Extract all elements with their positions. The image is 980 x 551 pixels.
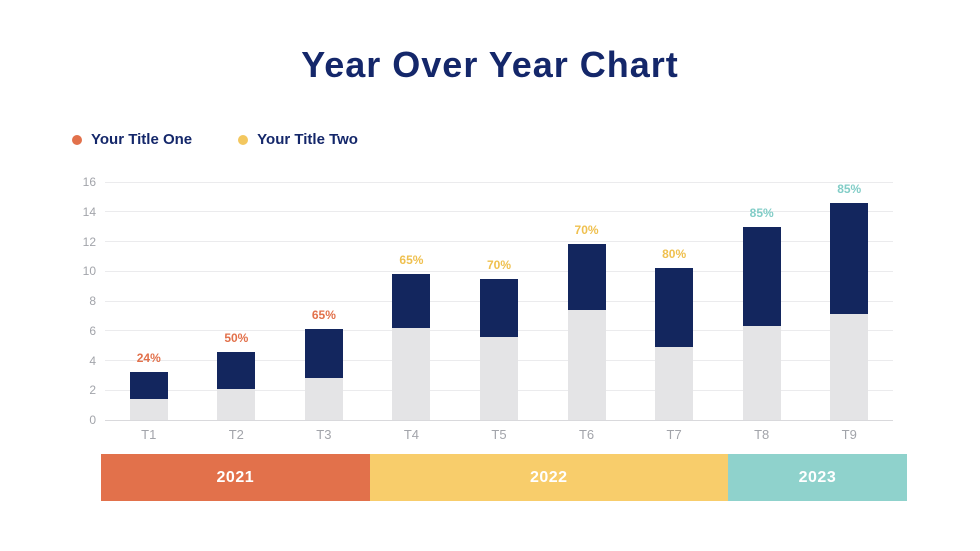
chart-title: Year Over Year Chart xyxy=(301,44,679,85)
y-axis-label: 14 xyxy=(82,204,96,219)
bar-segment-bottom xyxy=(392,327,431,420)
bar-value-label: 65% xyxy=(311,308,336,323)
legend-item-one: Your Title One xyxy=(72,131,192,148)
x-axis-label: T6 xyxy=(578,427,595,442)
x-axis-label: T2 xyxy=(228,427,244,442)
bar-segment-top xyxy=(830,202,869,315)
bar-segment-top xyxy=(392,274,431,328)
y-axis-label: 8 xyxy=(89,294,96,308)
bar-segment-top xyxy=(655,268,694,348)
y-axis-label: 6 xyxy=(89,323,96,338)
gridline xyxy=(105,241,893,242)
bar-value-label: 24% xyxy=(136,351,161,366)
x-axis-label: T5 xyxy=(491,427,507,442)
bar-value-label: 85% xyxy=(749,205,774,220)
x-axis-label: T8 xyxy=(754,427,770,442)
gridline xyxy=(105,419,893,421)
bar-segment-bottom xyxy=(129,399,168,420)
y-axis-label: 2 xyxy=(89,383,96,398)
gridline xyxy=(105,270,893,272)
gridline xyxy=(105,211,893,213)
y-axis-label: 0 xyxy=(89,413,96,427)
bar-segment-top xyxy=(480,278,518,337)
bar-segment-bottom xyxy=(304,378,343,420)
bar-segment-top xyxy=(129,372,168,400)
bar-segment-bottom xyxy=(480,336,518,420)
bar-segment-top xyxy=(304,329,343,379)
y-axis-label: 10 xyxy=(82,264,96,279)
year-band-2023: 2023 xyxy=(727,454,907,501)
x-axis-label: T4 xyxy=(403,427,420,442)
bar-value-label: 50% xyxy=(224,330,249,345)
bar-value-label: 70% xyxy=(486,257,512,272)
bar-segment-bottom xyxy=(742,326,781,420)
bar-segment-top xyxy=(567,244,606,310)
legend-dot-two-icon xyxy=(238,134,249,145)
x-axis-label: T1 xyxy=(141,427,157,442)
y-axis-label: 16 xyxy=(82,175,96,189)
x-axis-label: T7 xyxy=(666,427,682,442)
legend-dot-one-icon xyxy=(72,134,82,145)
x-axis-label: T9 xyxy=(841,427,857,442)
y-axis-label: 4 xyxy=(89,353,96,368)
gridline xyxy=(105,181,893,183)
bar-segment-bottom xyxy=(830,314,869,420)
legend-label-two: Your Title Two xyxy=(257,131,358,148)
bar-value-label: 85% xyxy=(837,181,862,196)
bar-segment-top xyxy=(742,226,781,327)
legend-item-two: Your Title Two xyxy=(238,131,358,148)
bar-value-label: 65% xyxy=(399,253,424,268)
y-axis-label: 12 xyxy=(82,234,96,249)
bar-segment-bottom xyxy=(217,388,256,420)
bar-segment-bottom xyxy=(655,347,694,420)
bar-segment-bottom xyxy=(567,309,606,420)
year-band-2021: 2021 xyxy=(101,454,370,501)
chart-legend: Your Title One Your Title Two xyxy=(72,131,358,148)
legend-label-one: Your Title One xyxy=(91,131,193,148)
bar-segment-top xyxy=(217,351,256,389)
bar-value-label: 70% xyxy=(574,223,599,238)
bar-value-label: 80% xyxy=(662,247,687,262)
year-band-2022: 2022 xyxy=(369,454,728,501)
x-axis-label: T3 xyxy=(316,427,332,442)
